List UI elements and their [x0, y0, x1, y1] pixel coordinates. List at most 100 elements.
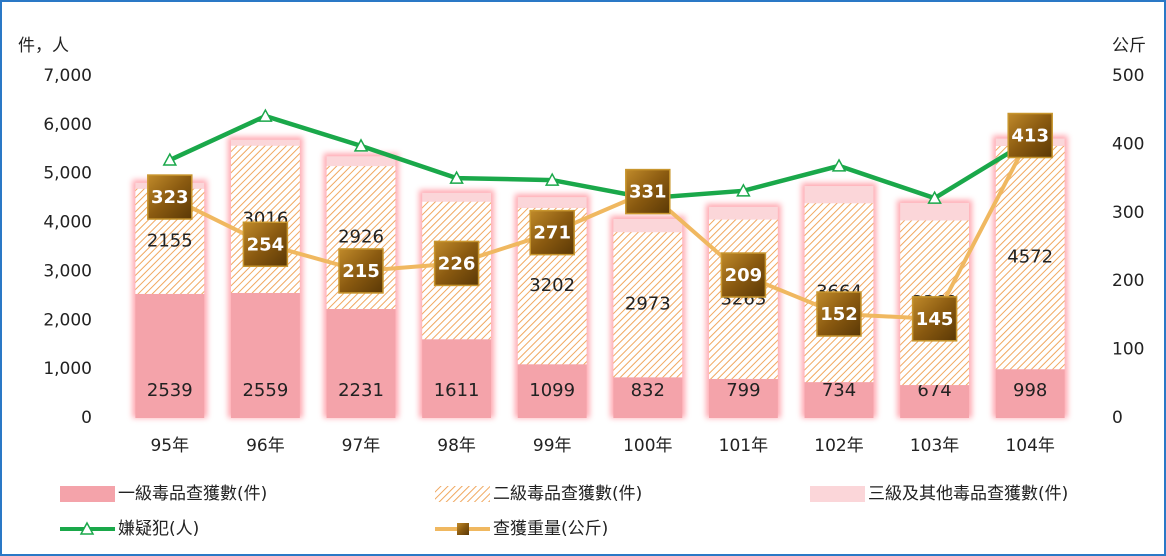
legend-label: 二級毒品查獲數(件)	[493, 484, 642, 504]
bar-label: 674	[917, 380, 951, 401]
bar	[230, 139, 300, 146]
weight-marker	[433, 240, 480, 287]
bar	[517, 364, 587, 418]
legend-label: 一級毒品查獲數(件)	[118, 484, 267, 504]
y-tick-label: 6,000	[43, 115, 92, 135]
weight-label: 323	[151, 187, 189, 208]
weight-label: 209	[725, 265, 763, 286]
line	[168, 113, 1032, 201]
bar	[613, 218, 683, 233]
weight-marker	[1007, 112, 1053, 159]
suspect-marker	[831, 158, 847, 172]
bar	[422, 192, 492, 202]
line	[168, 134, 1032, 321]
x-tick-label: 96年	[246, 436, 285, 456]
x-tick-label: 104年	[1005, 436, 1054, 456]
bar-label: 832	[631, 380, 665, 401]
x-tick-label: 95年	[150, 436, 189, 456]
bar	[804, 186, 874, 204]
y-axis-title: 件，人	[18, 36, 69, 56]
legend-swatch	[810, 486, 865, 502]
weight-label: 413	[1011, 126, 1049, 147]
bar	[708, 219, 778, 379]
y-tick-label: 0	[81, 408, 92, 428]
bar-label: 799	[726, 380, 760, 401]
x-tick-label: 103年	[910, 436, 959, 456]
weight-marker	[720, 252, 767, 298]
bar	[613, 232, 683, 378]
bar-label: 2539	[147, 380, 193, 401]
weight-label: 254	[247, 234, 285, 255]
suspect-marker	[258, 108, 273, 122]
y2-tick-label: 300	[1112, 203, 1144, 223]
legend-marker	[79, 521, 95, 535]
suspect-marker	[353, 138, 369, 152]
bar-label: 2973	[625, 294, 671, 315]
legend-swatch	[60, 486, 115, 502]
bar-label: 1099	[529, 380, 575, 401]
bar-label: 998	[1013, 380, 1047, 401]
x-tick-label: 102年	[814, 436, 863, 456]
weight-label: 215	[342, 261, 380, 282]
legend-marker	[457, 523, 469, 535]
y2-tick-label: 0	[1112, 408, 1123, 428]
suspect-marker	[927, 190, 942, 204]
bar-label: 4572	[1007, 247, 1053, 268]
weight-marker	[147, 174, 193, 220]
bar	[900, 202, 970, 221]
y-tick-label: 3,000	[43, 261, 92, 281]
bar-label: 734	[822, 380, 856, 401]
x-tick-label: 98年	[437, 436, 476, 456]
y-tick-label: 4,000	[43, 213, 92, 233]
bar	[135, 293, 205, 418]
weight-label: 271	[533, 223, 571, 244]
legend-swatch	[435, 486, 490, 502]
weight-label: 145	[916, 309, 954, 330]
y2-axis-title: 公斤	[1112, 36, 1146, 56]
bar-label: 1611	[434, 380, 480, 401]
bar	[804, 382, 874, 418]
y2-tick-label: 100	[1112, 340, 1144, 360]
bar	[326, 308, 396, 418]
bar	[708, 378, 778, 418]
legend-label: 三級及其他毒品查獲數(件)	[868, 484, 1068, 504]
weight-marker	[911, 296, 958, 342]
suspect-marker	[449, 170, 464, 184]
suspect-marker	[162, 152, 178, 166]
bar	[517, 197, 587, 208]
y2-tick-label: 400	[1112, 134, 1144, 154]
bar	[230, 145, 300, 293]
bar	[613, 377, 683, 418]
x-tick-label: 100年	[623, 436, 672, 456]
y-tick-label: 5,000	[43, 164, 92, 184]
legend-label: 嫌疑犯(人)	[118, 519, 199, 539]
weight-marker	[625, 168, 671, 215]
y-tick-label: 1,000	[43, 359, 92, 379]
bar-label: 3202	[529, 275, 575, 296]
weight-marker	[816, 291, 862, 337]
bar-label: 2926	[338, 227, 384, 248]
x-tick-label: 97年	[342, 436, 381, 456]
weight-marker	[529, 209, 575, 256]
bar	[995, 369, 1065, 418]
bar	[230, 292, 300, 418]
y-tick-label: 7,000	[43, 66, 92, 86]
x-tick-label: 99年	[533, 436, 572, 456]
bar	[900, 385, 970, 418]
y2-tick-label: 500	[1112, 66, 1144, 86]
bar	[422, 339, 492, 418]
weight-label: 226	[438, 253, 476, 274]
weight-label: 152	[820, 304, 858, 325]
y2-tick-label: 200	[1112, 271, 1144, 291]
y-tick-label: 2,000	[43, 310, 92, 330]
bar-label: 2559	[242, 380, 288, 401]
x-tick-label: 101年	[719, 436, 768, 456]
bar-label: 2231	[338, 380, 384, 401]
suspect-marker	[544, 172, 560, 186]
legend-label: 查獲重量(公斤)	[493, 519, 608, 539]
weight-marker	[242, 221, 289, 268]
bar	[326, 156, 396, 167]
weight-label: 331	[629, 182, 667, 203]
